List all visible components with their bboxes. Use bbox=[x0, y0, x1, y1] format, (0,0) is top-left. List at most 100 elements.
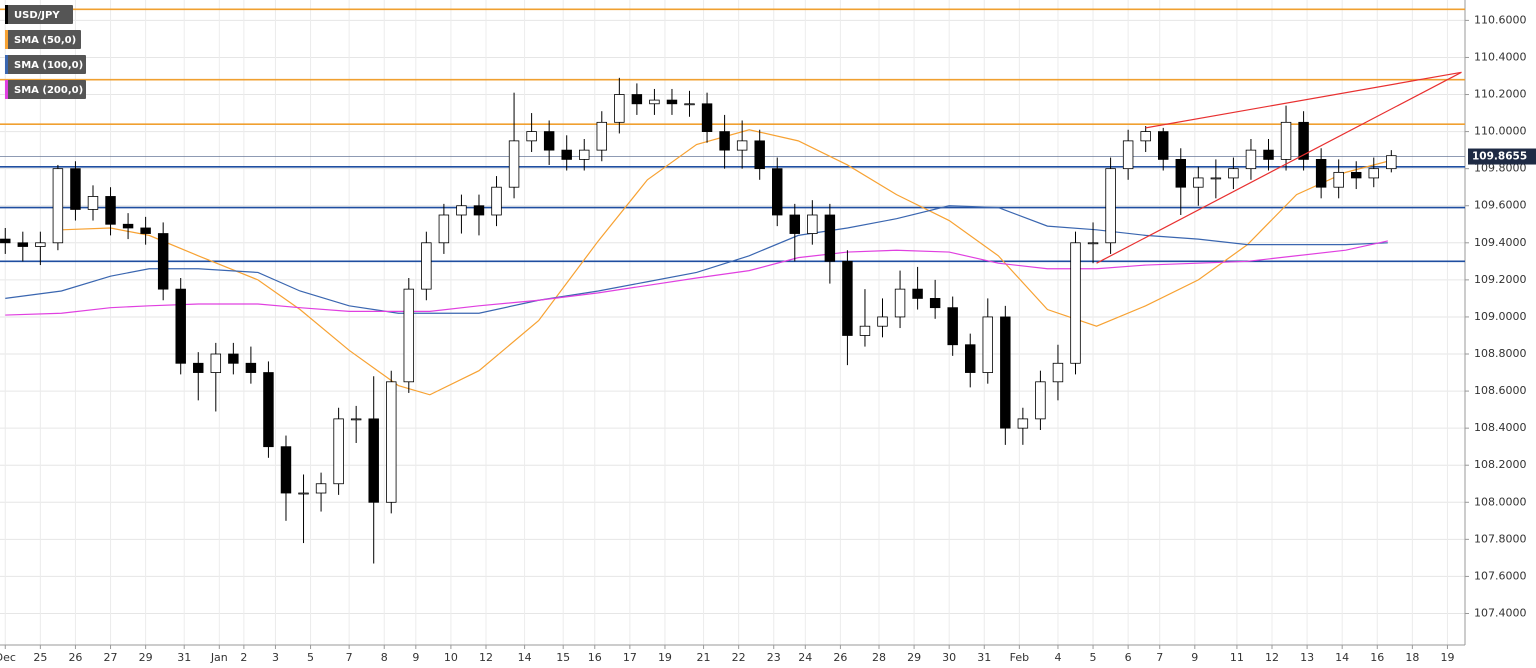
candle-body bbox=[772, 168, 783, 216]
legend-label: SMA (50,0) bbox=[14, 35, 76, 46]
legend-swatch bbox=[5, 80, 8, 99]
x-tick-label: 15 bbox=[556, 651, 570, 664]
legend-box bbox=[5, 80, 86, 99]
candle-body bbox=[280, 446, 292, 494]
legend-swatch bbox=[5, 5, 8, 24]
x-tick-label: 12 bbox=[1265, 651, 1279, 664]
x-tick-label: 26 bbox=[68, 651, 82, 664]
candle-body bbox=[1263, 149, 1274, 160]
candle-body bbox=[701, 103, 713, 132]
x-tick-label: 23 bbox=[767, 651, 781, 664]
candle-body bbox=[0, 238, 11, 244]
x-tick-label: 27 bbox=[104, 651, 118, 664]
legend-box bbox=[5, 5, 73, 24]
candle-body bbox=[1105, 168, 1116, 244]
legend-swatch bbox=[5, 30, 8, 49]
candle-body bbox=[579, 149, 590, 160]
candle-body bbox=[789, 214, 801, 234]
candle-body bbox=[614, 94, 625, 123]
x-tick-label: 8 bbox=[381, 651, 388, 664]
y-tick-label: 109.0000 bbox=[1474, 310, 1527, 323]
candle-body bbox=[666, 99, 678, 105]
x-tick-label: 7 bbox=[1156, 651, 1163, 664]
candle-body bbox=[298, 492, 309, 495]
candle-body bbox=[140, 227, 151, 234]
y-tick-label: 109.4000 bbox=[1474, 236, 1527, 249]
candle-body bbox=[894, 288, 906, 318]
candle-body bbox=[1158, 131, 1169, 160]
candle-body bbox=[87, 196, 99, 210]
x-tick-label: 13 bbox=[1300, 651, 1314, 664]
sma-line bbox=[5, 205, 1388, 314]
trend-line bbox=[1145, 71, 1462, 129]
legend-box bbox=[5, 55, 86, 74]
candle-body bbox=[1070, 242, 1081, 364]
y-tick-label: 110.4000 bbox=[1474, 50, 1527, 63]
x-tick-label: 24 bbox=[798, 651, 812, 664]
x-tick-label: Dec bbox=[0, 651, 16, 664]
candle-body bbox=[596, 121, 608, 151]
candle-body bbox=[1210, 177, 1222, 180]
candle-body bbox=[824, 214, 836, 262]
candle-body bbox=[947, 307, 958, 346]
y-tick-label: 108.4000 bbox=[1474, 421, 1527, 434]
candle-body bbox=[491, 186, 502, 216]
y-tick-label: 107.4000 bbox=[1474, 606, 1527, 619]
x-tick-label: 14 bbox=[518, 651, 532, 664]
legend-label: USD/JPY bbox=[14, 10, 60, 21]
candle-body bbox=[526, 131, 537, 142]
candle-body bbox=[1368, 168, 1379, 179]
y-tick-label: 109.2000 bbox=[1474, 273, 1527, 286]
legend-swatch bbox=[5, 55, 8, 74]
candle-body bbox=[684, 103, 695, 106]
candle-body bbox=[52, 168, 64, 244]
candle-body bbox=[245, 362, 257, 373]
candle-body bbox=[263, 372, 274, 448]
y-tick-label: 110.2000 bbox=[1474, 88, 1527, 101]
legend-label: SMA (200,0) bbox=[14, 85, 83, 96]
y-tick-label: 109.8000 bbox=[1474, 162, 1527, 175]
candle-body bbox=[631, 94, 643, 105]
x-tick-label: 19 bbox=[658, 651, 672, 664]
x-tick-label: 11 bbox=[1230, 651, 1244, 664]
x-tick-label: 9 bbox=[412, 651, 419, 664]
candle-body bbox=[1193, 177, 1204, 188]
x-tick-label: 31 bbox=[977, 651, 991, 664]
candle-body bbox=[929, 298, 941, 309]
candle-body bbox=[157, 233, 169, 290]
candle-body bbox=[473, 205, 485, 216]
candle-body bbox=[210, 353, 222, 373]
candle-body bbox=[456, 205, 467, 216]
x-tick-label: 18 bbox=[1405, 651, 1419, 664]
candle-body bbox=[438, 214, 450, 244]
candle-body bbox=[368, 418, 379, 503]
y-tick-label: 110.6000 bbox=[1474, 13, 1527, 26]
candle-body bbox=[1017, 418, 1029, 429]
candle-body bbox=[421, 242, 432, 290]
candle-body bbox=[1140, 131, 1151, 142]
x-tick-label: 3 bbox=[272, 651, 279, 664]
sma-line bbox=[5, 240, 1388, 316]
candle-body bbox=[1052, 362, 1064, 383]
y-tick-label: 108.0000 bbox=[1474, 495, 1527, 508]
x-tick-label: 21 bbox=[697, 651, 711, 664]
candle-body bbox=[122, 223, 134, 229]
candle-body bbox=[1386, 155, 1397, 170]
last-price-box bbox=[1468, 148, 1536, 165]
candle-body bbox=[736, 140, 748, 151]
candle-body bbox=[1315, 158, 1327, 188]
y-tick-label: 108.8000 bbox=[1474, 347, 1527, 360]
candle-body bbox=[1000, 316, 1011, 429]
candle-body bbox=[193, 362, 204, 373]
candle-body bbox=[315, 483, 327, 494]
x-tick-label: 31 bbox=[177, 651, 191, 664]
x-tick-label: 2 bbox=[240, 651, 247, 664]
candle-body bbox=[561, 149, 572, 160]
x-tick-label: 19 bbox=[1440, 651, 1454, 664]
candle-body bbox=[105, 196, 116, 225]
candle-body bbox=[1245, 149, 1257, 170]
candle-body bbox=[350, 418, 362, 421]
candle-body bbox=[965, 344, 976, 373]
candle-body bbox=[70, 168, 81, 210]
